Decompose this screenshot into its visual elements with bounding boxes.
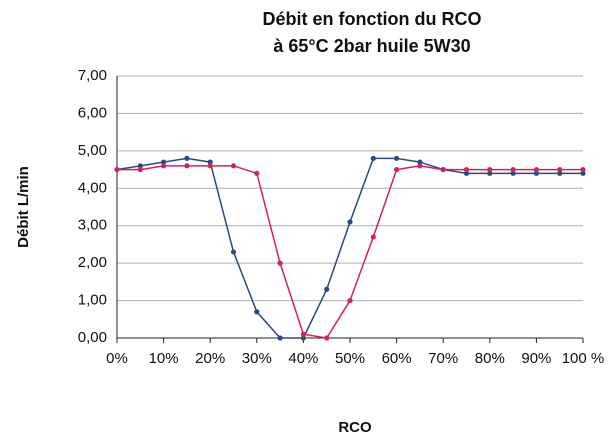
point [557, 166, 563, 173]
point [324, 335, 330, 341]
chart-subtitle: à 65°C 2bar huile 5W30 [273, 36, 470, 56]
point [533, 166, 540, 173]
point [510, 170, 516, 176]
x-tick-label: 20% [195, 350, 225, 367]
point [533, 170, 540, 176]
point [254, 309, 260, 315]
point [417, 159, 423, 165]
y-tick-label: 0,00 [78, 329, 107, 346]
point [370, 234, 376, 240]
series-line [116, 157, 583, 339]
point [300, 335, 306, 341]
y-tick-label: 3,00 [78, 217, 107, 234]
y-tick-label: 5,00 [78, 142, 107, 159]
point [184, 155, 190, 161]
x-tick-label: 60% [382, 350, 412, 367]
point [324, 286, 330, 292]
point [394, 166, 400, 173]
point [161, 163, 167, 169]
y-tick-label: 2,00 [78, 254, 107, 271]
y-tick-label: 4,00 [78, 179, 107, 196]
point [440, 166, 446, 173]
y-axis-label: Débit L/min [15, 166, 32, 248]
point [417, 163, 423, 169]
y-tick-label: 7,00 [78, 67, 107, 84]
point [347, 219, 353, 225]
point [487, 170, 493, 176]
point [580, 166, 586, 173]
x-tick-label: 40% [288, 350, 318, 367]
point [277, 260, 283, 266]
point [347, 297, 353, 304]
series-line [117, 165, 583, 339]
point [184, 163, 190, 169]
point [487, 166, 493, 173]
x-axis-label: RCO [338, 419, 372, 436]
x-tick-label: 10% [149, 350, 179, 367]
point [394, 155, 400, 161]
y-tick-label: 6,00 [78, 104, 107, 121]
point [277, 335, 283, 341]
x-tick-label: 0% [106, 350, 128, 367]
point [254, 170, 260, 176]
point [510, 166, 516, 173]
point [230, 249, 237, 255]
point [207, 163, 213, 169]
x-tick-label: 70% [428, 350, 458, 367]
point [137, 163, 143, 169]
chart-title: Débit en fonction du RCO [263, 9, 482, 29]
point [463, 170, 470, 176]
point [300, 331, 306, 337]
x-tick-label: 30% [242, 350, 272, 367]
x-tick-label: 100 % [562, 350, 605, 367]
point [580, 170, 586, 176]
point [463, 166, 470, 173]
point [114, 166, 120, 173]
point [557, 170, 563, 176]
x-tick-label: 90% [521, 350, 551, 367]
x-tick-label: 50% [335, 350, 365, 367]
point [207, 159, 213, 165]
point [370, 155, 376, 161]
y-tick-label: 1,00 [78, 292, 107, 309]
point [230, 163, 237, 169]
x-tick-label: 80% [475, 350, 505, 367]
point [161, 159, 167, 165]
point [137, 166, 143, 173]
